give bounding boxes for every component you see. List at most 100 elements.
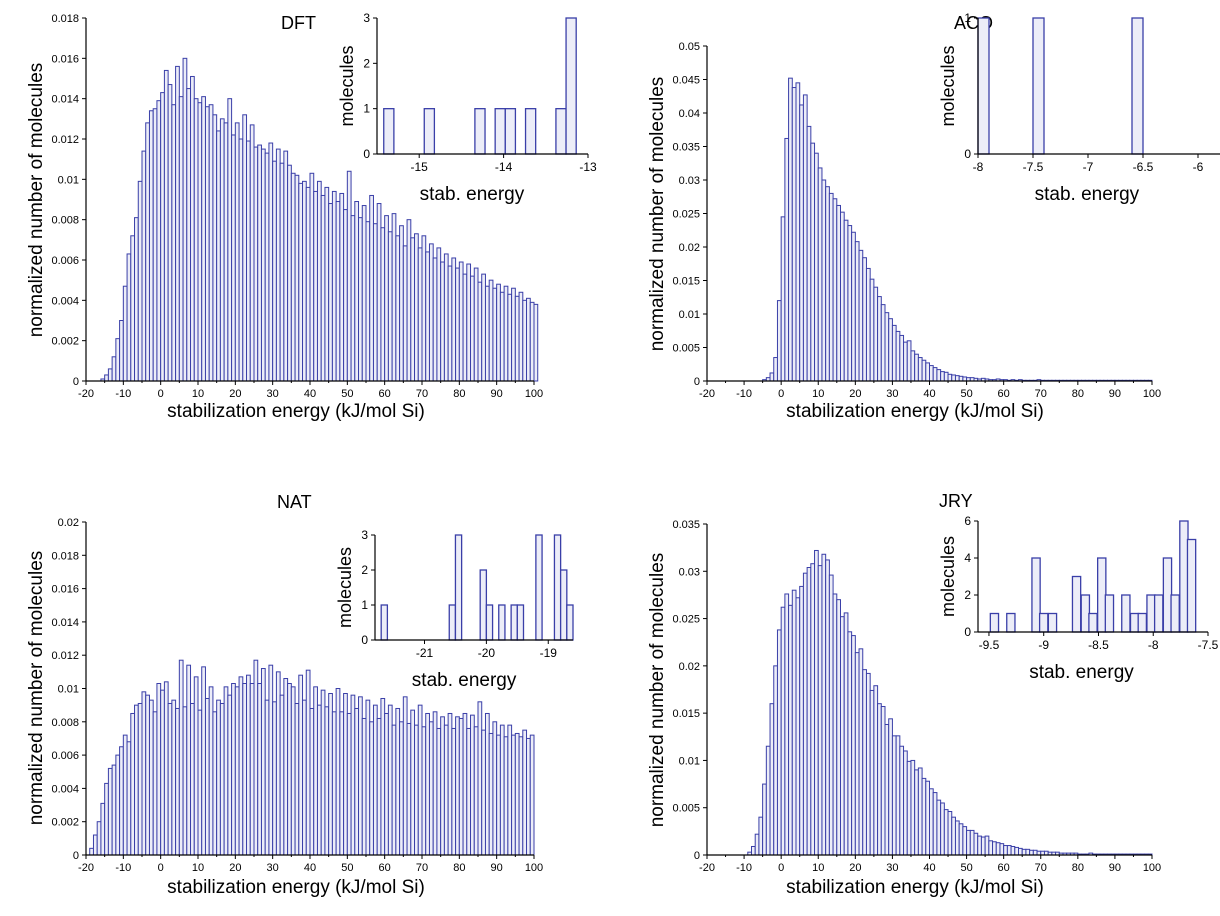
- histogram-bar: [436, 247, 442, 382]
- y-tick-label: 0.01: [679, 755, 700, 767]
- y-tick-label: 0.004: [51, 783, 79, 795]
- histogram-bar: [462, 712, 468, 856]
- inset-chart: -8 -7.5 -7 -6.5 -6 0 1 stab. energy molecules: [938, 11, 1220, 205]
- histogram-bar: [884, 723, 890, 856]
- histogram-bar: [806, 125, 812, 382]
- histogram-bar: [432, 257, 438, 382]
- histogram-bar: [814, 152, 819, 382]
- histogram-bar: [369, 721, 374, 856]
- inset-bar: [423, 108, 436, 155]
- inset-bar: [1047, 612, 1058, 633]
- inset-bar: [516, 604, 525, 641]
- histogram-bar: [762, 783, 767, 856]
- histogram-bar: [372, 704, 378, 856]
- histogram-bar: [518, 291, 524, 382]
- histogram-bar: [122, 285, 128, 382]
- histogram-bar: [414, 233, 419, 382]
- inset-bar: [1129, 612, 1140, 633]
- x-tick-label: 40: [923, 862, 935, 874]
- histogram-bar: [854, 652, 860, 856]
- histogram-bar: [980, 836, 986, 856]
- histogram-bar: [208, 686, 214, 856]
- histogram-bar: [298, 674, 304, 856]
- histogram-bar: [791, 589, 797, 856]
- histogram-bar: [428, 721, 434, 856]
- histogram-bar: [921, 359, 927, 382]
- histogram-bar: [788, 604, 793, 856]
- histogram-bar: [238, 138, 244, 382]
- histogram-bar: [361, 717, 367, 856]
- y-tick-label: 0: [73, 850, 79, 862]
- histogram-bar: [943, 809, 949, 856]
- histogram-bar: [917, 767, 923, 856]
- histogram-bar: [862, 669, 867, 856]
- x-axis-label: stabilization energy (kJ/mol Si): [786, 877, 1044, 898]
- x-tick-label: 20: [229, 388, 241, 400]
- histogram-bar: [328, 203, 333, 382]
- y-tick-label: 0.006: [51, 255, 79, 267]
- histogram-bar: [190, 702, 195, 856]
- histogram-bar: [391, 724, 397, 856]
- histogram-bar: [227, 98, 233, 382]
- inset-y-axis-label: molecules: [938, 45, 958, 126]
- histogram-bar: [799, 585, 804, 856]
- y-axis-label: normalized number of molecules: [647, 77, 668, 352]
- histogram-bar: [526, 737, 531, 856]
- inset-y-tick-label: 6: [964, 514, 971, 528]
- y-tick-label: 0.03: [679, 566, 700, 578]
- y-tick-label: 0.02: [58, 517, 79, 529]
- histogram-bar: [227, 694, 233, 856]
- x-tick-label: 90: [1109, 388, 1121, 400]
- histogram-bar: [339, 711, 345, 856]
- histogram-bar: [380, 227, 386, 382]
- histogram-bar: [115, 754, 121, 856]
- histogram-bar: [943, 371, 949, 382]
- histogram-bar: [148, 110, 154, 382]
- histogram-bar: [488, 732, 494, 856]
- histogram-bar: [253, 659, 259, 856]
- inset-y-tick-label: 1: [964, 11, 971, 25]
- histogram-bar: [1006, 845, 1012, 856]
- histogram-bar: [514, 295, 520, 382]
- inset-bar: [1170, 594, 1180, 633]
- y-tick-label: 0.002: [51, 817, 79, 829]
- inset-x-axis-label: stab. energy: [412, 670, 517, 691]
- histogram-bar: [160, 92, 165, 382]
- y-tick-label: 0.02: [679, 661, 700, 673]
- histogram-bar: [335, 201, 341, 382]
- histogram-bar: [425, 712, 430, 856]
- histogram-bar: [1014, 846, 1019, 856]
- inset-y-tick-label: 1: [363, 102, 370, 116]
- y-tick-label: 0.005: [672, 343, 700, 355]
- histogram-bar: [287, 683, 292, 856]
- histogram-bar: [825, 559, 830, 856]
- histogram-bar: [511, 734, 516, 856]
- histogram-bar: [290, 172, 296, 382]
- inset-y-tick-label: 0: [964, 147, 971, 161]
- histogram-bar: [141, 150, 147, 382]
- y-tick-label: 0.025: [672, 209, 700, 221]
- histogram-bar: [126, 253, 132, 382]
- y-tick-label: 0.018: [51, 550, 79, 562]
- x-tick-label: 100: [525, 862, 543, 874]
- histogram-bar: [186, 88, 192, 382]
- histogram-bar: [765, 745, 771, 856]
- histogram-bar: [287, 164, 292, 382]
- histogram-bar: [358, 217, 363, 382]
- chart-panel-aco: -20 -10 0 10 20 30 40 50 60 70 80 90 10000.0050.010.…: [647, 11, 1220, 422]
- inset-y-axis-label: molecules: [938, 536, 958, 617]
- histogram-bar: [343, 693, 348, 856]
- x-tick-label: 90: [491, 862, 503, 874]
- histogram-bar: [522, 299, 528, 382]
- histogram-bar: [219, 702, 225, 856]
- histogram-bar: [1025, 848, 1031, 856]
- x-tick-label: 50: [960, 862, 972, 874]
- histogram-bar: [496, 283, 501, 382]
- histogram-bar: [925, 362, 930, 382]
- histogram-bar: [115, 338, 121, 382]
- histogram-bar: [137, 702, 143, 856]
- histogram-bars: [100, 57, 539, 382]
- histogram-bar: [320, 194, 326, 382]
- histogram-bar: [832, 593, 838, 856]
- inset-bar: [448, 604, 457, 641]
